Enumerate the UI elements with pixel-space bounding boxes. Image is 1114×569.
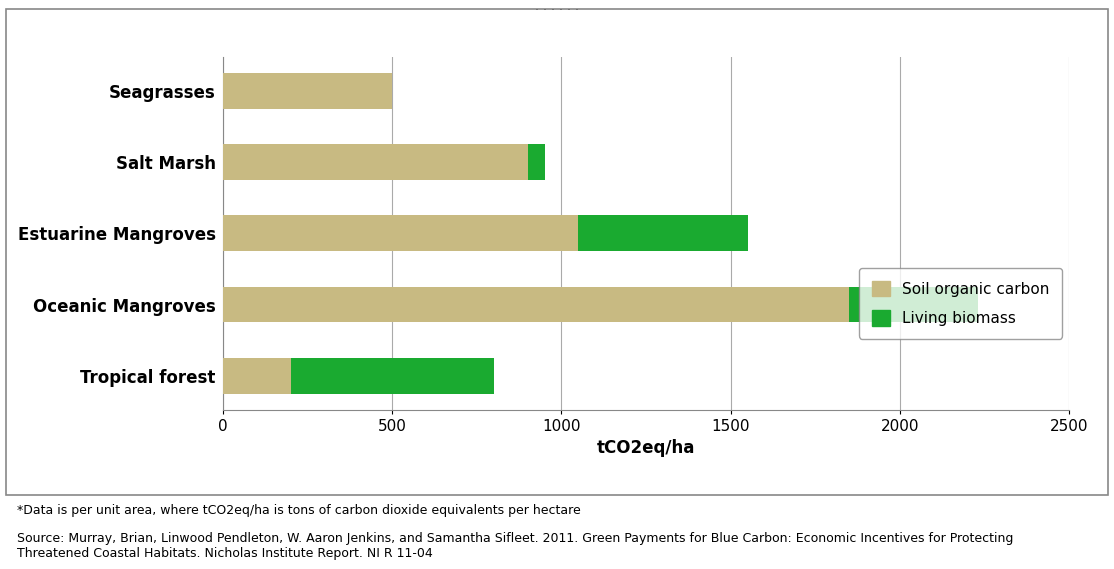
Text: · · · · · ·: · · · · · · xyxy=(535,4,579,17)
Bar xyxy=(223,358,291,394)
X-axis label: tCO2eq/ha: tCO2eq/ha xyxy=(597,439,695,457)
Bar xyxy=(223,144,528,180)
Bar xyxy=(528,144,545,180)
Text: Source: Murray, Brian, Linwood Pendleton, W. Aaron Jenkins, and Samantha Sifleet: Source: Murray, Brian, Linwood Pendleton… xyxy=(17,532,1013,560)
Text: *Data is per unit area, where tCO2eq/ha is tons of carbon dioxide equivalents pe: *Data is per unit area, where tCO2eq/ha … xyxy=(17,504,580,517)
Bar xyxy=(223,287,849,323)
Bar xyxy=(849,287,978,323)
Legend: Soil organic carbon, Living biomass: Soil organic carbon, Living biomass xyxy=(859,269,1062,339)
Bar xyxy=(578,216,747,251)
Bar xyxy=(223,216,578,251)
Bar xyxy=(291,358,494,394)
Bar xyxy=(223,73,392,109)
